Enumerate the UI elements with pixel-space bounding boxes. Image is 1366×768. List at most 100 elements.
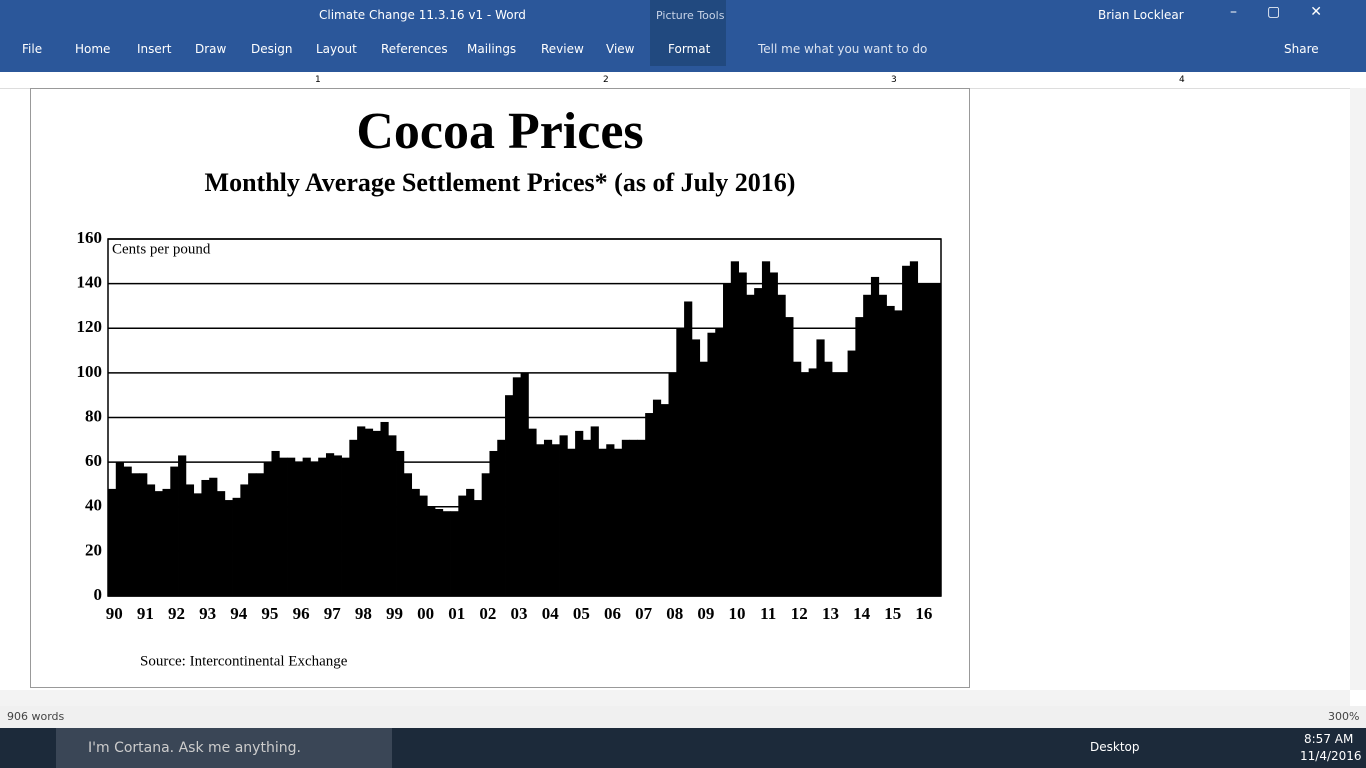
date[interactable]: 11/4/2016	[1300, 749, 1362, 763]
bar	[170, 466, 179, 596]
ribbon-tab[interactable]: References	[381, 42, 448, 56]
desktop[interactable]: Desktop	[1090, 740, 1140, 754]
share[interactable]: Share	[1284, 42, 1319, 56]
ribbon-tab[interactable]: Insert	[137, 42, 172, 56]
bar	[193, 493, 202, 596]
window-controls[interactable]: –▢✕	[1230, 4, 1352, 20]
ribbon-tab[interactable]: Home	[75, 42, 111, 56]
x-tick-label: 92	[168, 604, 185, 623]
bar	[403, 473, 413, 596]
bar	[442, 511, 451, 596]
bar	[559, 435, 568, 596]
ribbon-tab[interactable]: File	[22, 42, 43, 56]
bar	[598, 448, 607, 596]
search-box[interactable]	[56, 728, 392, 768]
bar	[878, 294, 887, 596]
x-tick-label: 99	[386, 604, 403, 623]
ruler-number: 4	[1179, 75, 1185, 85]
chart-title: Cocoa Prices	[356, 103, 643, 160]
bar	[411, 488, 420, 596]
bar	[341, 457, 350, 596]
bar	[224, 500, 233, 596]
bar	[396, 450, 405, 596]
x-tick-label: 00	[417, 604, 434, 623]
x-tick-label: 15	[884, 604, 901, 623]
bar	[832, 372, 841, 596]
bar	[738, 272, 747, 596]
bar	[248, 473, 257, 596]
x-tick-label: 16	[915, 604, 932, 623]
bar	[216, 491, 226, 596]
ribbon-tab[interactable]: Design	[251, 42, 293, 56]
bar	[847, 350, 856, 596]
bar	[115, 462, 124, 596]
bar	[427, 506, 436, 596]
x-tick-label: 95	[261, 604, 278, 623]
bar	[185, 484, 195, 596]
bar	[652, 399, 662, 596]
bar	[645, 413, 654, 596]
bar	[325, 453, 335, 596]
zoom[interactable]: 300%	[1328, 710, 1360, 723]
bar	[886, 305, 895, 596]
scrollbar[interactable]	[1350, 88, 1366, 690]
x-tick-label: 02	[479, 604, 496, 623]
picture-frame[interactable]	[30, 88, 970, 688]
ribbon-tab[interactable]: Layout	[316, 42, 357, 56]
ribbon-tab[interactable]: Format	[668, 42, 711, 56]
plot-frame	[107, 238, 942, 597]
bar	[240, 484, 249, 596]
h-scrollbar[interactable]	[0, 690, 1350, 706]
ribbon-tab[interactable]: Review	[541, 42, 584, 56]
bar	[614, 448, 623, 596]
bar	[582, 439, 592, 596]
x-tick-label: 93	[199, 604, 216, 623]
bar	[684, 301, 693, 596]
bar	[255, 473, 265, 596]
ruler-number: 2	[603, 75, 609, 85]
ribbon-tab[interactable]: Draw	[195, 42, 227, 56]
y-tick-label: 60	[85, 451, 102, 470]
x-tick-label: 94	[230, 604, 248, 623]
tell-me[interactable]: Tell me what you want to do	[758, 42, 928, 56]
ribbon-tab[interactable]: Mailings	[467, 42, 517, 56]
x-tick-label: 90	[106, 604, 123, 623]
bar	[349, 439, 358, 596]
taskbar: I'm Cortana. Ask me anything. Desktop 8:…	[0, 728, 1366, 768]
x-tick-label: 97	[324, 604, 342, 623]
bar	[481, 473, 490, 596]
bar	[808, 368, 817, 596]
bar	[870, 276, 880, 596]
bar	[287, 457, 296, 596]
bar	[839, 372, 848, 596]
bar	[676, 328, 685, 596]
bar	[637, 439, 646, 596]
user[interactable]: Brian Locklear	[1098, 8, 1184, 22]
y-tick-label: 140	[77, 273, 103, 292]
bar	[933, 283, 942, 596]
bar	[575, 430, 584, 596]
bar	[855, 317, 864, 596]
bar	[723, 283, 732, 596]
ribbon-tab[interactable]: View	[606, 42, 635, 56]
bar	[769, 272, 778, 596]
bar	[777, 294, 786, 596]
bar	[567, 448, 576, 596]
bar	[520, 372, 529, 596]
cortana[interactable]: I'm Cortana. Ask me anything.	[88, 740, 301, 756]
ruler-number: 3	[891, 75, 897, 85]
bar	[108, 488, 117, 596]
bar	[606, 444, 615, 596]
bar	[450, 511, 459, 596]
bar	[466, 488, 475, 596]
bar	[715, 328, 724, 596]
word-count[interactable]: 906 words	[7, 710, 65, 723]
y-tick-label: 40	[85, 496, 102, 515]
bar	[793, 361, 802, 596]
bar	[139, 473, 148, 596]
status-bar: 906 words 300%	[0, 706, 1366, 728]
time[interactable]: 8:57 AM	[1304, 732, 1354, 746]
bar	[590, 426, 599, 596]
bar	[279, 457, 288, 596]
chart-subtitle: Monthly Average Settlement Prices* (as o…	[205, 168, 796, 197]
